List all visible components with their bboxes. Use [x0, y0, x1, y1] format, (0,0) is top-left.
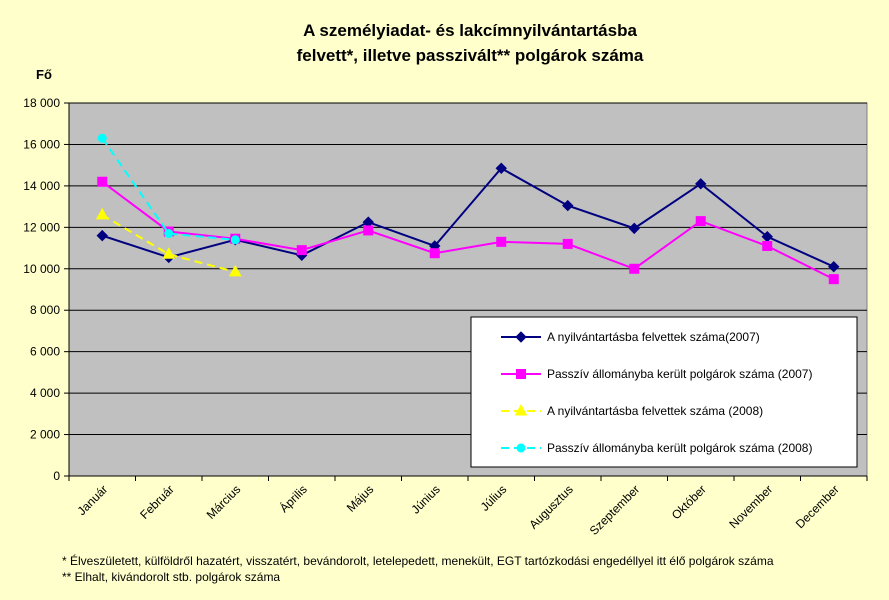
legend-entry: Passzív állományba került polgárok száma…: [501, 441, 812, 455]
x-tick-label: Július: [478, 482, 510, 514]
series-line: [101, 180, 835, 281]
data-point: [695, 216, 706, 227]
legend-label: A nyilvántartásba felvettek száma(2007): [547, 330, 760, 344]
x-tick-label: Május: [344, 482, 377, 515]
data-point: [828, 274, 839, 285]
y-axis-label: Fő: [36, 67, 52, 82]
data-point: [97, 133, 107, 143]
data-point: [562, 238, 573, 249]
data-point: [230, 235, 240, 245]
data-point: [96, 229, 108, 242]
x-tick-label: Szeptember: [587, 482, 643, 538]
data-point: [628, 222, 640, 235]
data-point: [562, 199, 574, 212]
legend-entry: A nyilvántartásba felvettek száma (2008): [501, 403, 763, 418]
data-point: [363, 225, 374, 236]
x-tick-label: Április: [276, 482, 310, 516]
data-point: [429, 248, 440, 259]
footnote-2: ** Elhalt, kivándorolt stb. polgárok szá…: [62, 570, 281, 584]
data-point: [164, 229, 174, 239]
legend-entry: A nyilvántartásba felvettek száma(2007): [501, 330, 760, 344]
series-2: [97, 176, 839, 285]
data-point: [762, 240, 773, 251]
footnote-1: * Élveszületett, külföldről hazatért, vi…: [62, 554, 774, 568]
y-tick-label: 10 000: [23, 262, 60, 276]
legend-label: Passzív állományba került polgárok száma…: [547, 367, 812, 381]
data-point: [496, 236, 507, 247]
footnotes: * Élveszületett, külföldről hazatért, vi…: [62, 553, 774, 585]
legend: A nyilvántartásba felvettek száma(2007) P…: [470, 316, 858, 468]
data-point: [495, 162, 507, 174]
data-point: [695, 178, 707, 190]
legend-marker: [514, 403, 528, 416]
legend-box: [470, 316, 858, 468]
data-point: [95, 207, 109, 220]
y-tick-label: 0: [53, 469, 60, 483]
chart-title-line1: A személyiadat- és lakcímnyilvántartásba: [303, 21, 637, 40]
data-point: [228, 264, 242, 277]
x-tick-label: Január: [75, 482, 111, 518]
y-tick-label: 16 000: [23, 137, 60, 151]
data-point: [296, 245, 307, 256]
y-tick-label: 2 000: [30, 428, 60, 442]
x-tick-label: November: [726, 482, 775, 531]
data-point: [629, 263, 640, 274]
x-tick-label: December: [793, 482, 842, 531]
series-3: [95, 207, 242, 277]
y-tick-label: 18 000: [23, 96, 60, 110]
y-tick-label: 12 000: [23, 220, 60, 234]
legend-label: A nyilvántartásba felvettek száma (2008): [547, 404, 763, 418]
series-line: [101, 214, 236, 273]
series-line: [101, 137, 236, 241]
legend-marker: [516, 369, 526, 379]
data-point: [97, 176, 108, 187]
legend-entry: Passzív állományba került polgárok száma…: [501, 367, 812, 381]
legend-marker: [516, 443, 526, 453]
x-tick-label: Február: [137, 482, 177, 522]
y-tick-label: 4 000: [30, 386, 60, 400]
x-tick-label: Október: [669, 482, 709, 522]
x-tick-label: Június: [408, 482, 442, 516]
y-tick-label: 6 000: [30, 345, 60, 359]
legend-marker: [515, 331, 527, 343]
x-tick-label: Március: [204, 482, 244, 522]
y-tick-label: 8 000: [30, 303, 60, 317]
chart-title-line2: felvett*, illetve passzivált** polgárok …: [297, 46, 644, 65]
data-point: [828, 260, 840, 273]
series-line: [101, 167, 835, 268]
series-4: [97, 133, 240, 245]
y-tick-label: 14 000: [23, 179, 60, 193]
x-tick-label: Augusztus: [526, 482, 576, 532]
data-point: [162, 247, 176, 259]
legend-label: Passzív állományba került polgárok száma…: [547, 441, 812, 455]
